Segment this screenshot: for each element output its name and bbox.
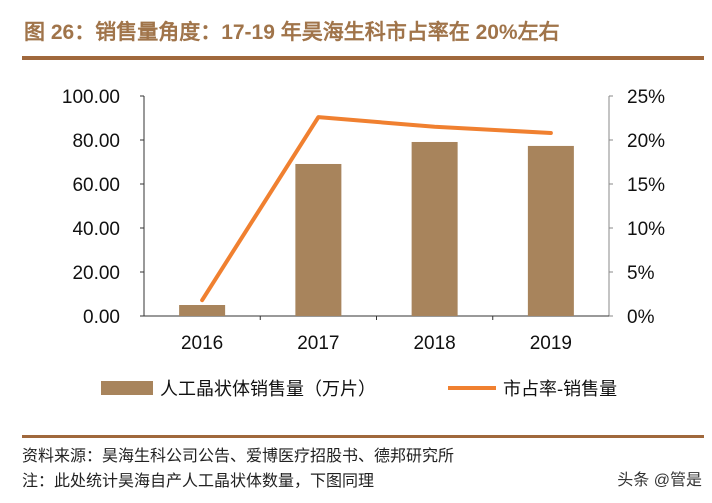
right-tick-label: 5%: [627, 263, 655, 284]
bar-2017: [295, 163, 342, 316]
watermark: 头条 @管是: [617, 472, 702, 489]
x-tick-label: 2019: [530, 333, 572, 354]
x-tick-label: 2016: [181, 333, 223, 354]
legend-line-label: 市占率-销售量: [503, 379, 617, 400]
bar-2018: [411, 141, 458, 316]
right-tick-label: 10%: [627, 219, 665, 240]
left-tick-label: 20.00: [72, 263, 120, 284]
bar-2019: [527, 145, 574, 316]
source-note: 资料来源：昊海生科公司公告、爱博医疗招股书、德邦研究所: [22, 446, 455, 465]
right-tick-label: 25%: [627, 87, 665, 108]
x-tick-label: 2018: [413, 333, 455, 354]
left-tick-label: 0.00: [83, 307, 120, 328]
left-tick-label: 60.00: [72, 175, 120, 196]
header-rule: [22, 56, 704, 60]
left-tick-label: 100.00: [62, 87, 120, 108]
chart: 0.00 20.00 40.00 60.00 80.00 100.00 0% 5% 10% 15%…: [62, 87, 665, 400]
right-tick-label: 0%: [627, 307, 655, 328]
market-share-line: [200, 115, 553, 303]
bar-2016: [179, 305, 226, 316]
left-tick-label: 40.00: [72, 219, 120, 240]
right-tick-label: 20%: [627, 131, 665, 152]
chart-title: 图 26：销售量角度：17-19 年昊海生科市占率在 20%左右: [24, 21, 560, 44]
right-tick-label: 15%: [627, 175, 665, 196]
left-tick-label: 80.00: [72, 131, 120, 152]
footnote: 注：此处统计昊海自产人工晶状体数量，下图同理: [22, 471, 375, 490]
legend-bar-swatch: [101, 381, 153, 395]
footer-rule: [22, 435, 704, 438]
x-tick-label: 2017: [297, 333, 339, 354]
legend-bar-label: 人工晶状体销售量（万片）: [160, 379, 376, 400]
